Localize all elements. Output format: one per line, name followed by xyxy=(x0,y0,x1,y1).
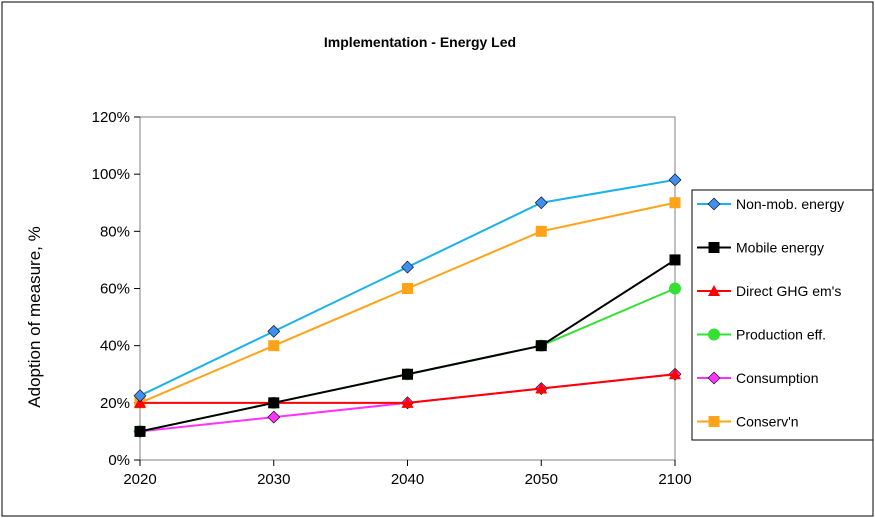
x-tick-label: 2040 xyxy=(391,471,424,488)
data-point xyxy=(668,173,682,187)
legend-item: Direct GHG em's xyxy=(697,283,841,299)
data-point xyxy=(401,396,414,408)
y-tick-label: 80% xyxy=(100,223,130,240)
x-axis: 2020 2030 2040 2050 2100 xyxy=(123,460,692,488)
legend-label: Direct GHG em's xyxy=(736,283,841,299)
data-point xyxy=(134,425,146,437)
legend-marker xyxy=(708,328,720,341)
chart-title: Implementation - Energy Led xyxy=(324,34,516,50)
data-point xyxy=(268,397,280,409)
legend-item: Mobile energy xyxy=(697,240,824,256)
data-point xyxy=(268,340,280,352)
x-tick-label: 2030 xyxy=(257,471,290,488)
x-tick-label: 2020 xyxy=(123,471,156,488)
legend-label: Non-mob. energy xyxy=(736,196,844,212)
legend: Non-mob. energy Mobile energy Direct GHG e… xyxy=(697,196,844,430)
data-point xyxy=(401,260,414,274)
data-point xyxy=(402,283,413,294)
x-tick-label: 2100 xyxy=(658,471,691,488)
data-point xyxy=(535,382,548,394)
y-axis-label: Adoption of measure, % xyxy=(25,226,44,407)
y-tick-label: 120% xyxy=(92,109,130,126)
legend-box xyxy=(691,189,874,441)
y-tick-label: 60% xyxy=(100,281,130,298)
data-point xyxy=(669,282,681,295)
legend-label: Conserv'n xyxy=(736,414,799,430)
legend-marker xyxy=(708,285,720,296)
legend-label: Mobile energy xyxy=(736,240,824,256)
x-tick-label: 2050 xyxy=(525,471,558,488)
y-tick-label: 20% xyxy=(100,395,130,412)
series-layer xyxy=(133,173,682,438)
y-axis: 0% 20% 40% 60% 80% 100% 120% xyxy=(92,109,140,469)
series-1 xyxy=(134,254,681,437)
data-point xyxy=(133,389,147,403)
legend-marker xyxy=(707,197,721,211)
legend-marker xyxy=(708,416,720,427)
data-point xyxy=(669,254,681,266)
data-point xyxy=(669,197,681,209)
legend-label: Production eff. xyxy=(736,327,826,343)
data-point xyxy=(535,340,547,352)
data-point xyxy=(267,324,281,338)
legend-label: Consumption xyxy=(736,370,819,386)
y-tick-label: 0% xyxy=(108,452,130,469)
data-point xyxy=(534,196,548,210)
y-tick-label: 40% xyxy=(100,338,130,355)
legend-item: Consumption xyxy=(697,370,819,386)
data-point xyxy=(267,410,281,424)
data-point xyxy=(402,368,413,380)
legend-marker xyxy=(708,242,720,253)
data-point xyxy=(134,396,146,408)
series-0 xyxy=(133,173,682,403)
data-point xyxy=(535,225,547,237)
data-point xyxy=(669,368,681,380)
legend-item: Production eff. xyxy=(697,327,826,343)
legend-item: Non-mob. energy xyxy=(697,196,844,212)
legend-item: Conserv'n xyxy=(697,414,799,430)
y-tick-label: 100% xyxy=(92,166,130,183)
legend-marker xyxy=(707,371,721,385)
